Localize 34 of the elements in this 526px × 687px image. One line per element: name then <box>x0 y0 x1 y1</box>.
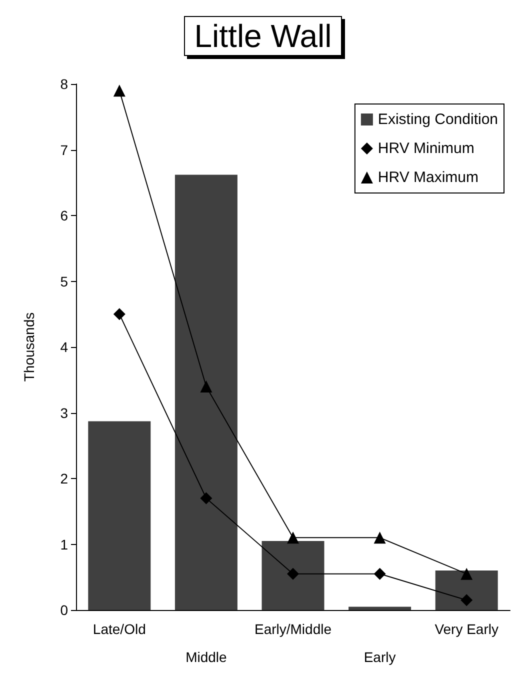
y-tick-label: 7 <box>60 142 68 158</box>
y-tick-label: 3 <box>60 404 68 421</box>
y-axis-title: Thousands <box>21 312 37 382</box>
bar <box>88 421 151 610</box>
point <box>113 84 126 97</box>
y-tick-label: 2 <box>60 470 68 486</box>
y-tick-label: 5 <box>60 273 68 290</box>
point <box>460 594 473 606</box>
bar <box>435 570 498 610</box>
x-tick-label: Early/Middle <box>254 621 332 637</box>
legend-label: Existing Condition <box>378 111 498 128</box>
point <box>287 532 299 544</box>
point <box>287 568 299 580</box>
x-tick-label: Late/Old <box>92 621 146 637</box>
chart-title: Little Wall <box>194 18 332 54</box>
bar <box>348 606 412 610</box>
point <box>200 380 212 392</box>
x-tick-label: Early <box>364 649 396 665</box>
point <box>374 532 386 544</box>
y-tick-label: 6 <box>60 208 68 224</box>
point <box>374 568 386 580</box>
legend-label: HRV Maximum <box>378 169 479 186</box>
y-tick-label: 1 <box>60 536 68 552</box>
y-tick-label: 0 <box>60 602 68 618</box>
point <box>113 308 126 320</box>
point <box>460 568 473 580</box>
legend-label: HRV Minimum <box>378 140 474 157</box>
y-tick-label: 8 <box>60 76 68 92</box>
x-tick-label: Middle <box>186 649 228 665</box>
x-tick-label: Very Early <box>434 621 499 637</box>
y-tick-label: 4 <box>60 339 68 355</box>
bar <box>262 540 324 610</box>
point <box>200 492 212 504</box>
bar <box>174 174 238 610</box>
